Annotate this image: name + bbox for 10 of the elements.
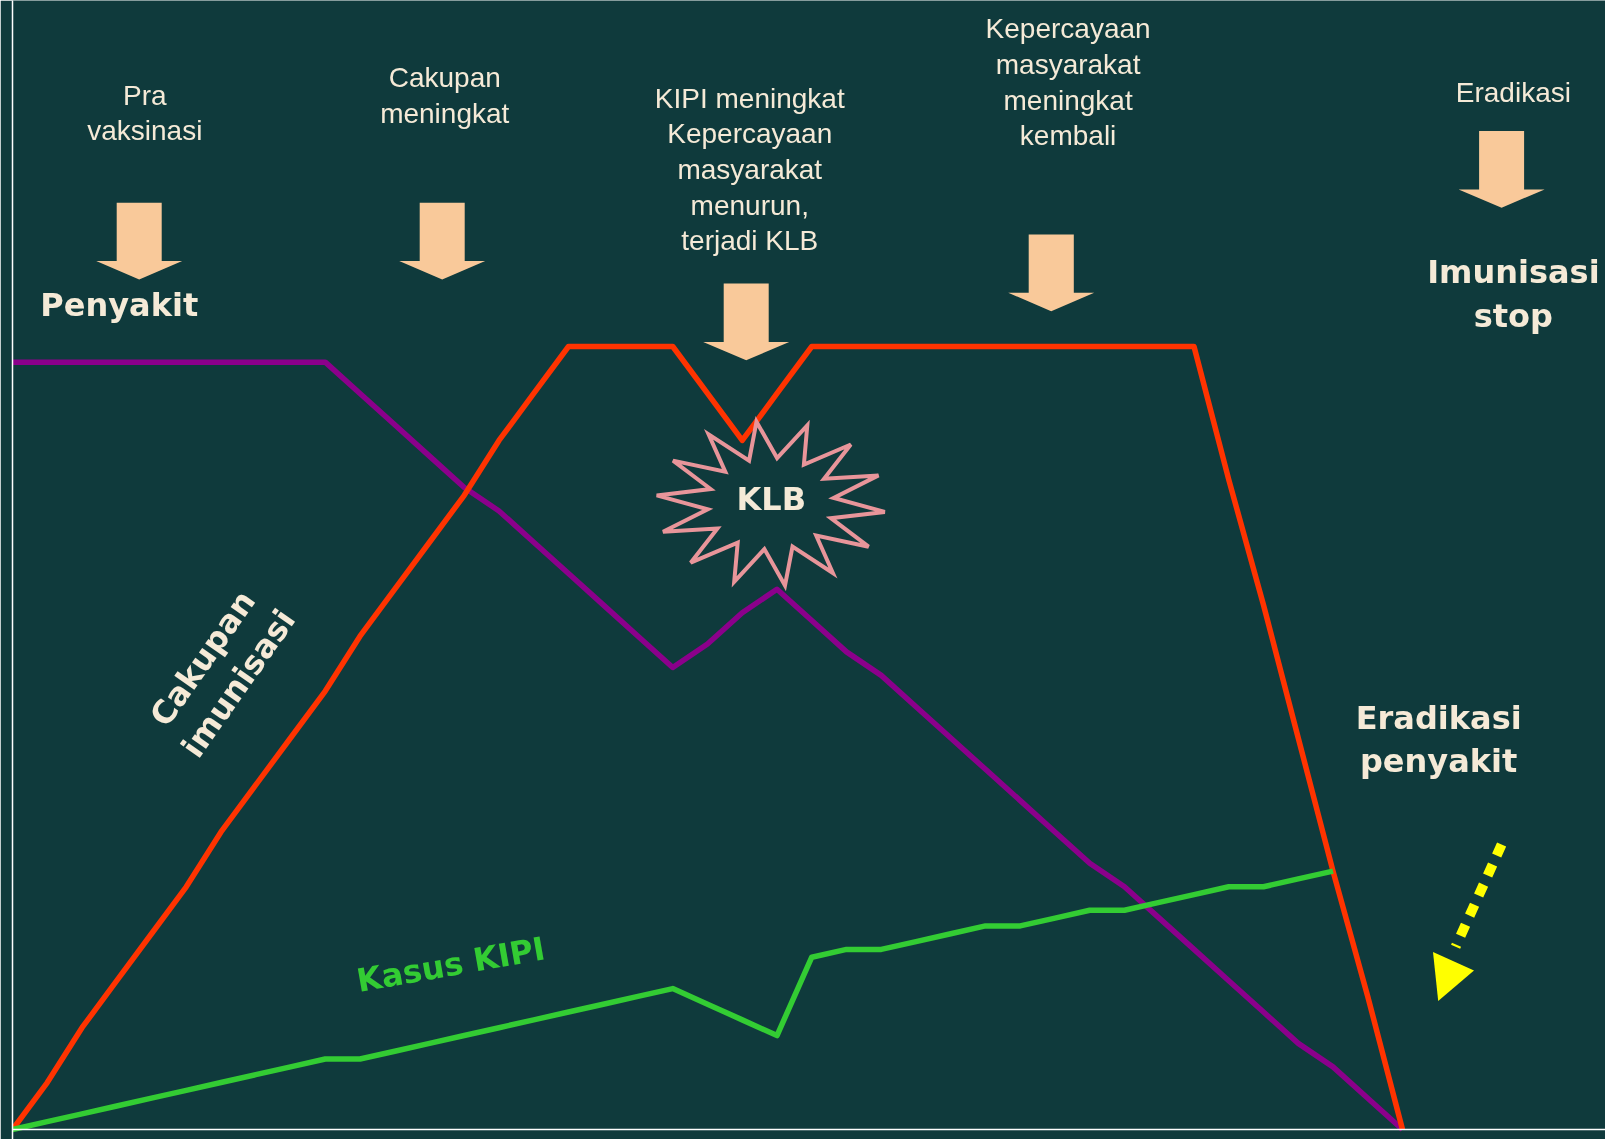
text: Penyakit <box>40 285 199 324</box>
text: Eradikasi <box>1455 77 1571 109</box>
text: Kasus KIPI <box>353 929 548 1000</box>
annotation: Eradikasi penyakit <box>1355 698 1522 781</box>
text: Pra vaksinasi <box>87 79 203 147</box>
text: KIPI meningkat Kepercayaan masyarakat menurun, terjadi KLB <box>654 82 845 257</box>
text: Cakupan meningkat <box>380 62 510 130</box>
annotation: KLB <box>736 479 807 518</box>
text: Kepercayaan masyarakat meningkat kembali <box>985 13 1151 152</box>
text: Imunisasi stop <box>1427 253 1600 336</box>
